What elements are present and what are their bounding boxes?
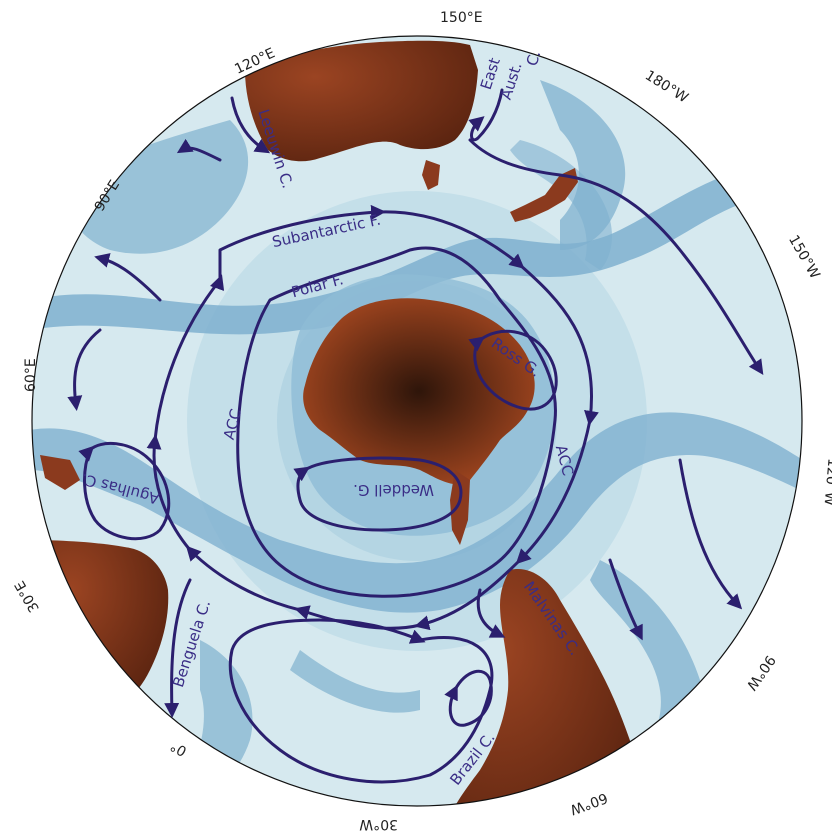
weddell-gyre-loop — [298, 456, 463, 532]
ocean-layer — [32, 36, 802, 806]
australia-landmass — [245, 40, 478, 162]
subantarctic-front-line — [154, 212, 592, 628]
coord-150w: 150°W — [785, 233, 823, 282]
malvinas-current — [476, 588, 506, 638]
benguela-current — [164, 578, 192, 718]
coord-60e: 60°E — [23, 358, 39, 392]
coord-30e: 30°E — [12, 578, 43, 615]
ocean-currents — [67, 88, 764, 784]
leeuwin-current — [230, 96, 271, 154]
coord-60w: 60°W — [568, 789, 610, 817]
coord-150e: 150°E — [440, 10, 483, 26]
polar-front-line — [236, 246, 557, 598]
coord-90w: 90°W — [743, 652, 778, 693]
brazil-loop — [450, 669, 493, 727]
agulhas-loop — [85, 443, 171, 541]
coord-0: 0° — [168, 737, 190, 759]
label-east-aust-3: C. — [523, 48, 545, 68]
label-weddell-gyre: Weddell G. — [353, 481, 434, 499]
coord-180w: 180°W — [642, 68, 691, 107]
coord-120w: 120°W — [821, 458, 832, 507]
coord-30w: 30°W — [359, 816, 398, 832]
map-border — [31, 35, 803, 807]
east-australian-current — [468, 88, 504, 142]
ross-gyre-loop — [475, 331, 558, 411]
